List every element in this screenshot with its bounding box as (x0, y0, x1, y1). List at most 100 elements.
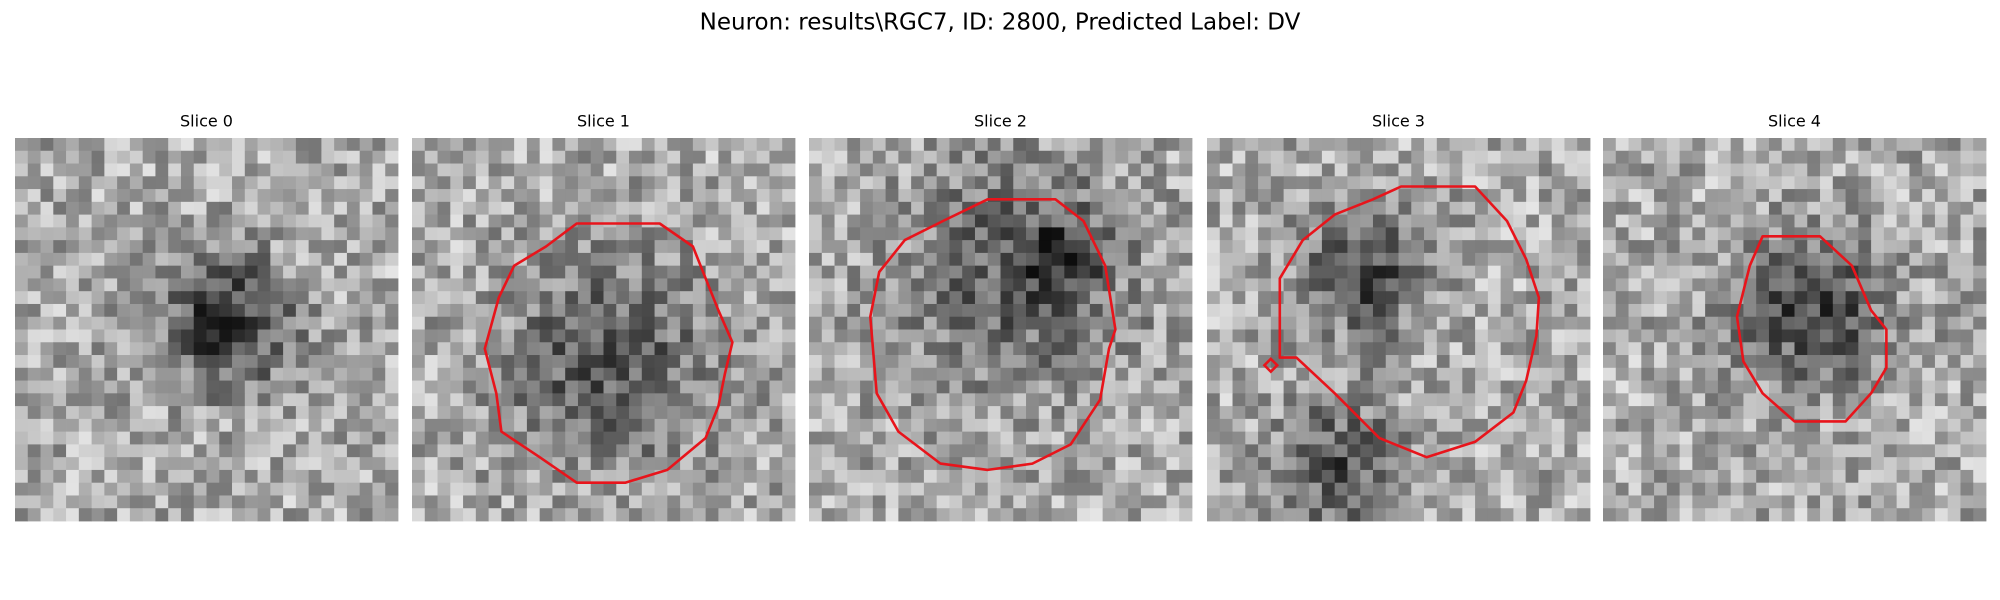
pixel (782, 508, 796, 522)
pixel (1140, 355, 1155, 369)
pixel (987, 393, 1001, 407)
pixel (1500, 176, 1514, 190)
pixel (526, 508, 541, 522)
pixel (437, 508, 451, 522)
pixel (308, 406, 322, 420)
pixel (1794, 342, 1808, 356)
pixel (193, 303, 207, 318)
pixel (1296, 342, 1310, 356)
pixel (1743, 508, 1757, 522)
pixel (1896, 240, 1910, 254)
panel-title: Slice 4 (1768, 112, 1821, 131)
pixel (809, 418, 823, 433)
pixel (334, 355, 348, 369)
pixel (1064, 329, 1078, 343)
pixel (129, 418, 144, 433)
pixel (1730, 495, 1744, 509)
pixel (295, 418, 310, 433)
pixel (1207, 495, 1221, 509)
pixel (1153, 227, 1167, 241)
pixel (654, 431, 668, 445)
pixel (923, 342, 938, 356)
pixel (321, 495, 335, 509)
pixel (1179, 329, 1193, 343)
pixel (552, 367, 566, 381)
pixel (834, 406, 848, 420)
pixel (911, 508, 925, 522)
pixel (1487, 355, 1502, 369)
pixel (180, 138, 195, 152)
pixel (1641, 252, 1655, 267)
pixel (565, 329, 579, 343)
pixel (244, 214, 258, 228)
pixel (1424, 482, 1438, 496)
pixel (206, 393, 220, 407)
pixel (1564, 303, 1578, 318)
pixel (1692, 418, 1706, 433)
pixel (1232, 431, 1246, 445)
pixel (834, 201, 848, 215)
pixel (616, 508, 630, 522)
pixel (565, 393, 579, 407)
pixel (180, 355, 195, 369)
pixel (692, 329, 707, 343)
pixel (168, 431, 182, 445)
pixel (1538, 265, 1553, 279)
pixel (450, 495, 464, 509)
pixel (219, 355, 233, 369)
pixel (1538, 457, 1553, 471)
pixel (321, 444, 335, 458)
pixel (180, 367, 195, 381)
pixel (1411, 163, 1425, 177)
pixel (1372, 163, 1387, 177)
pixel (641, 457, 655, 471)
pixel (1449, 482, 1463, 496)
pixel (1871, 342, 1885, 356)
pixel (1845, 291, 1859, 305)
pixel (40, 469, 54, 484)
pixel (1309, 163, 1323, 177)
pixel (1679, 214, 1693, 228)
pixel (1013, 150, 1027, 164)
pixel (1462, 240, 1476, 254)
pixel (270, 278, 284, 292)
pixel (1051, 291, 1065, 305)
pixel (1321, 240, 1336, 254)
pixel (1140, 303, 1155, 318)
pixel (1102, 355, 1116, 369)
pixel (1947, 189, 1961, 203)
pixel (53, 469, 67, 484)
pixel (1475, 252, 1489, 267)
pixel (616, 355, 630, 369)
pixel (501, 163, 515, 177)
pixel (437, 291, 451, 305)
pixel (1166, 431, 1180, 445)
pixel (142, 393, 156, 407)
pixel (860, 380, 874, 394)
pixel (1436, 201, 1450, 215)
pixel (1564, 482, 1578, 496)
pixel (1309, 316, 1323, 330)
pixel (66, 495, 80, 509)
pixel (219, 265, 233, 279)
pixel (654, 316, 668, 330)
pixel (1526, 303, 1540, 318)
pixel (424, 227, 438, 241)
pixel (756, 303, 770, 318)
pixel (1564, 367, 1578, 381)
pixel (463, 201, 477, 215)
pixel (654, 303, 668, 318)
pixel (232, 214, 246, 228)
pixel (680, 214, 694, 228)
pixel (1922, 508, 1936, 522)
pixel (552, 278, 566, 292)
pixel (514, 469, 528, 484)
pixel (1013, 227, 1027, 241)
pixel (1845, 252, 1859, 267)
pixel (1692, 469, 1706, 484)
pixel (1947, 303, 1961, 318)
pixel (1615, 393, 1629, 407)
pixel (155, 316, 169, 330)
pixel (155, 406, 169, 420)
pixel (1743, 189, 1757, 203)
